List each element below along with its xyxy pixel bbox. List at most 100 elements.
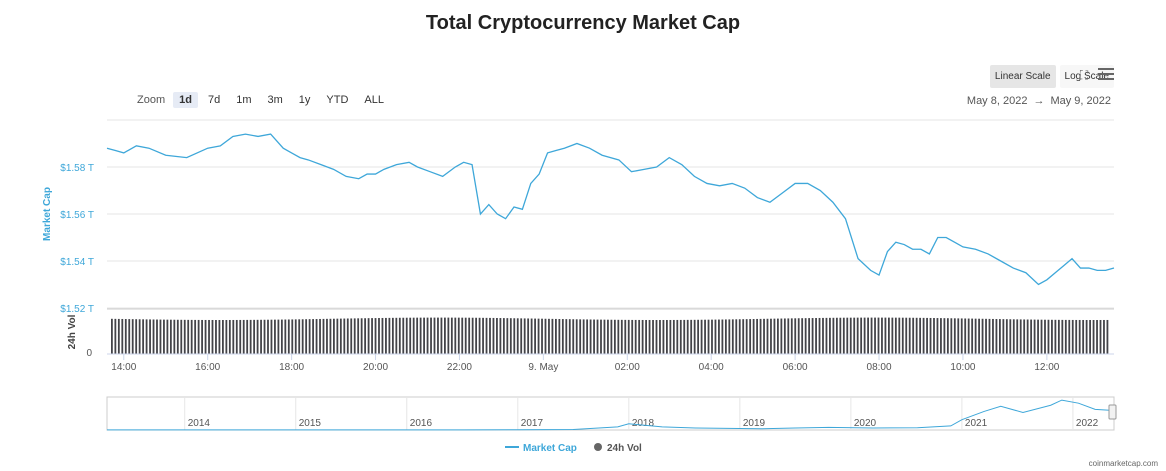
volume-bar: [922, 317, 925, 354]
fullscreen-icon[interactable]: ⛶: [1079, 68, 1089, 82]
volume-bar: [364, 318, 367, 354]
volume-bar: [690, 319, 693, 354]
x-tick-label: 22:00: [447, 362, 472, 373]
zoom-bar: Zoom 1d 7d 1m 3m 1y YTD ALL: [137, 92, 390, 108]
volume-bar: [496, 318, 498, 354]
volume-bar: [1026, 319, 1029, 354]
zoom-button-1y[interactable]: 1y: [298, 94, 311, 106]
volume-bar: [509, 318, 512, 354]
date-from[interactable]: May 8, 2022: [966, 95, 1028, 107]
volume-bar: [166, 319, 169, 354]
volume-bar: [1068, 319, 1071, 354]
volume-bar: [1078, 319, 1081, 354]
volume-bar: [783, 318, 786, 354]
volume-bar: [1019, 319, 1022, 354]
y-axis-title: Market Cap: [42, 187, 53, 241]
volume-bar: [513, 318, 516, 354]
volume-bar: [1051, 319, 1053, 354]
volume-bar: [672, 319, 675, 354]
volume-bar: [173, 319, 176, 354]
volume-bar: [1096, 320, 1098, 354]
volume-bar: [565, 319, 568, 354]
zoom-button-7d[interactable]: 7d: [207, 94, 221, 106]
x-tick-label: 02:00: [615, 362, 640, 373]
volume-bar: [461, 317, 464, 354]
volume-bar: [645, 319, 647, 354]
volume-bar: [794, 318, 797, 354]
x-tick-label: 08:00: [867, 362, 892, 373]
volume-bar: [523, 318, 526, 354]
navigator-handle[interactable]: [1108, 404, 1117, 420]
x-tick-label: 20:00: [363, 362, 388, 373]
volume-bar: [572, 319, 575, 354]
volume-bar: [822, 317, 824, 354]
volume-bar: [1106, 319, 1109, 354]
volume-bar: [815, 318, 817, 354]
volume-bar: [163, 319, 165, 354]
volume-bar: [842, 317, 845, 354]
date-to[interactable]: May 9, 2022: [1050, 95, 1111, 107]
volume-bar: [894, 317, 897, 354]
volume-bar: [537, 318, 540, 354]
volume-bar: [1071, 319, 1074, 354]
volume-bar: [999, 319, 1001, 354]
volume-bar: [926, 317, 928, 354]
volume-bar: [308, 319, 311, 354]
volume-bar: [1005, 319, 1008, 354]
hamburger-menu-icon[interactable]: [1098, 68, 1114, 82]
volume-bar: [780, 318, 783, 354]
volume-bar: [568, 319, 571, 354]
navigator-year-label: 2019: [743, 418, 766, 429]
volume-bar: [811, 318, 814, 354]
volume-bar: [232, 319, 235, 354]
volume-bar: [1009, 319, 1012, 354]
volume-bar: [315, 319, 318, 354]
scale-toggle: Linear Scale Log Scale: [989, 65, 1114, 88]
legend-volume-swatch: [594, 443, 602, 451]
volume-bar: [336, 318, 339, 354]
volume-bar: [874, 317, 876, 354]
volume-bar: [953, 318, 956, 354]
volume-bar: [728, 319, 731, 354]
navigator-year-label: 2016: [410, 418, 433, 429]
volume-bar: [551, 318, 554, 354]
volume-bar: [215, 320, 217, 354]
volume-bar: [478, 317, 481, 354]
volume-bar: [603, 319, 606, 354]
volume-bar: [180, 319, 183, 354]
zoom-button-3m[interactable]: 3m: [267, 94, 283, 106]
volume-bar: [839, 317, 842, 354]
zoom-button-1m[interactable]: 1m: [236, 94, 252, 106]
volume-bar: [457, 317, 460, 354]
log-scale-button[interactable]: Log Scale: [1059, 65, 1114, 88]
volume-bar: [790, 318, 793, 354]
volume-bar: [305, 319, 308, 354]
x-tick-label: 16:00: [195, 362, 220, 373]
date-range-arrow: →: [1033, 95, 1045, 107]
volume-bar: [596, 319, 599, 354]
volume-bar: [117, 318, 120, 354]
volume-bar: [1030, 319, 1033, 354]
volume-bar: [749, 319, 752, 354]
volume-bar: [506, 318, 509, 354]
volume-bar: [929, 317, 932, 354]
volume-bar: [208, 319, 210, 354]
zoom-button-1d[interactable]: 1d: [173, 92, 198, 108]
volume-bar: [700, 319, 703, 354]
zoom-button-all[interactable]: ALL: [364, 94, 384, 106]
volume-bar: [1002, 319, 1005, 354]
volume-bar: [818, 317, 821, 354]
zoom-button-ytd[interactable]: YTD: [326, 94, 349, 106]
volume-bar: [145, 319, 148, 354]
volume-bar: [135, 319, 138, 354]
volume-bar: [971, 318, 974, 354]
volume-bar: [270, 319, 273, 354]
volume-bar: [1082, 319, 1085, 354]
volume-bar: [946, 318, 949, 354]
volume-bar: [704, 319, 706, 354]
volume-bar: [176, 319, 179, 354]
volume-bar: [142, 319, 145, 354]
linear-scale-button[interactable]: Linear Scale: [989, 65, 1056, 88]
volume-bar: [329, 318, 332, 354]
